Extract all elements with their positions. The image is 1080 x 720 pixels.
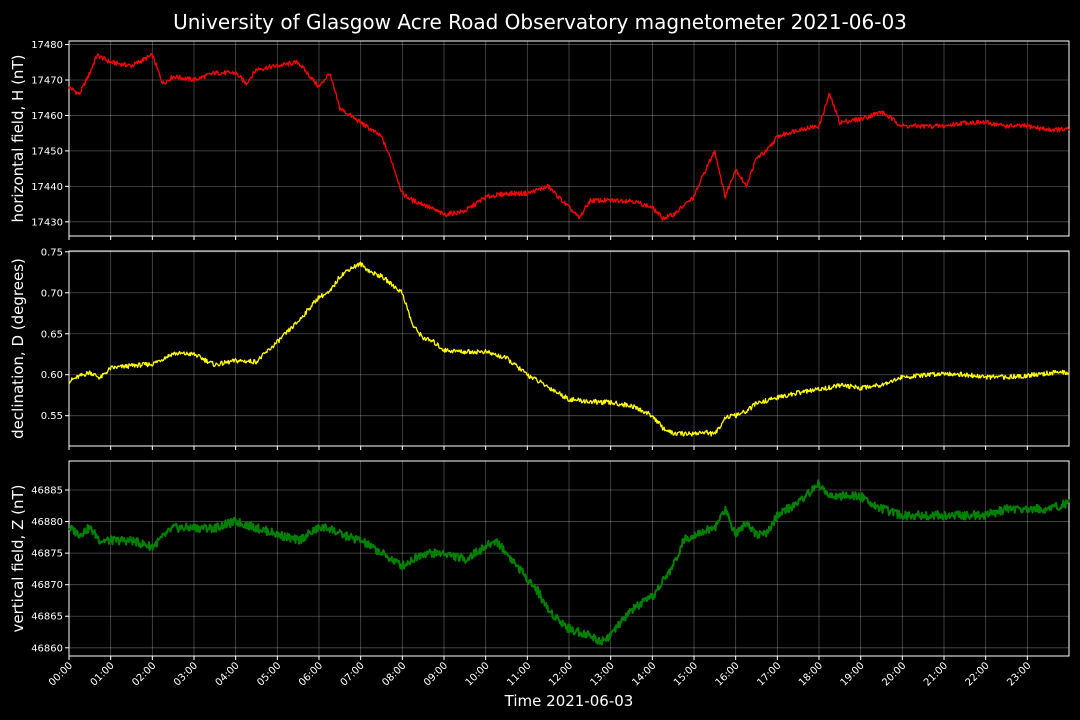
y-tick-label: 46860 bbox=[31, 643, 63, 654]
series-line bbox=[68, 261, 1070, 437]
x-axis-title: Time 2021-06-03 bbox=[504, 692, 634, 710]
y-tick-label: 46875 bbox=[31, 549, 63, 560]
y-tick-label: 0.65 bbox=[41, 329, 63, 340]
y-tick-label: 17450 bbox=[31, 146, 63, 157]
y-tick-label: 46880 bbox=[31, 517, 63, 528]
panel-1: 17430 17440 17450 17460 17470 17480 horizontal… bbox=[9, 40, 1070, 240]
series-line bbox=[68, 479, 1070, 646]
y-tick-label: 0.70 bbox=[41, 288, 63, 299]
y-tick-label: 0.60 bbox=[41, 370, 63, 381]
y-axis-title: declination, D (degrees) bbox=[9, 258, 27, 439]
series-line bbox=[68, 52, 1070, 222]
panel-3: 46860 46865 46870 46875 46880 46885 vertical f… bbox=[9, 460, 1070, 660]
y-tick-label: 46865 bbox=[31, 612, 63, 623]
y-tick-label: 0.75 bbox=[41, 247, 63, 258]
panels-group: 17430 17440 17450 17460 17470 17480 horizontal… bbox=[9, 40, 1070, 660]
y-tick-label: 0.55 bbox=[41, 411, 63, 422]
y-tick-label: 17480 bbox=[31, 40, 63, 51]
chart-title: University of Glasgow Acre Road Observat… bbox=[173, 10, 907, 34]
y-tick-label: 17440 bbox=[31, 182, 63, 193]
y-axis-title: vertical field, Z (nT) bbox=[9, 484, 27, 632]
y-tick-label: 46870 bbox=[31, 580, 63, 591]
panel-frame bbox=[68, 250, 1070, 447]
panel-frame bbox=[68, 460, 1070, 657]
y-tick-label: 17470 bbox=[31, 76, 63, 87]
y-tick-label: 17430 bbox=[31, 217, 63, 228]
y-tick-label: 46885 bbox=[31, 486, 63, 497]
panel-2: 0.55 0.60 0.65 0.70 0.75 declination, D (degr… bbox=[9, 247, 1070, 450]
y-axis-title: horizontal field, H (nT) bbox=[9, 55, 27, 223]
y-tick-label: 17460 bbox=[31, 111, 63, 122]
